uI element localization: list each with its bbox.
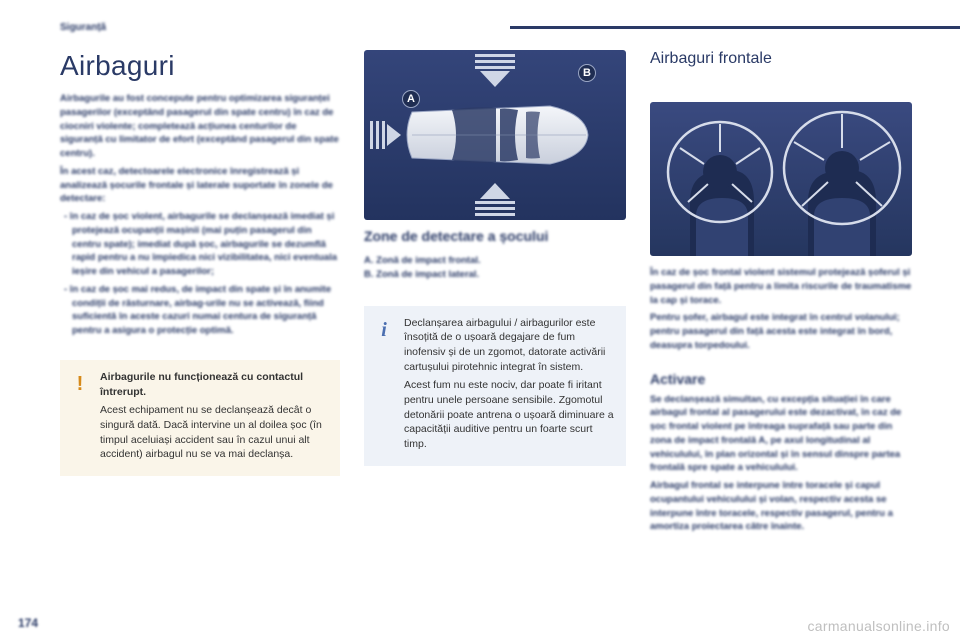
impact-zone-diagram: A B [364, 50, 626, 220]
frontal-body: În caz de șoc frontal violent sistemul p… [650, 266, 912, 357]
column-left: Airbaguri Airbagurile au fost concepute … [60, 50, 340, 624]
frontal-airbag-diagram [650, 102, 912, 256]
activate-p: Airbagul frontal se interpune între tora… [650, 479, 912, 534]
info-p2: Acest fum nu este nociv, dar poate fi ir… [404, 378, 614, 451]
intro-bullet: - în caz de șoc violent, airbagurile se … [60, 210, 340, 279]
car-top-view-icon [400, 98, 590, 172]
frontal-p: Pentru șofer, airbagul este integrat în … [650, 311, 912, 352]
content-grid: Airbaguri Airbagurile au fost concepute … [60, 50, 926, 624]
section-label: Siguranță [60, 22, 106, 33]
info-icon: i [374, 316, 394, 456]
arrow-bottom-icon [475, 183, 515, 216]
page-title: Airbaguri [60, 50, 340, 82]
column-middle: A B Zone de detectare a șocului A. Zonă … [364, 50, 626, 624]
legend-item: A. Zonă de impact frontal. [364, 254, 626, 268]
legend-item: B. Zonă de impact lateral. [364, 268, 626, 282]
passenger-airbag-icon [782, 106, 902, 256]
badge-a: A [402, 90, 420, 108]
warning-text: Acest echipament nu se declanșează decât… [100, 403, 328, 462]
footer-watermark: carmanualsonline.info [808, 618, 951, 634]
header-rule [510, 26, 960, 29]
warning-strong: Airbagurile nu funcționează cu contactul… [100, 371, 303, 398]
info-p1: Declanșarea airbagului / airbagurilor es… [404, 316, 614, 375]
diagram-caption: Zone de detectare a șocului [364, 228, 626, 244]
frontal-p: În caz de șoc frontal violent sistemul p… [650, 266, 912, 307]
intro-p: În acest caz, detectoarele electronice î… [60, 165, 340, 206]
intro-bullet: - în caz de șoc mai redus, de impact din… [60, 283, 340, 338]
arrow-top-icon [475, 54, 515, 87]
warning-body: Airbagurile nu funcționează cu contactul… [100, 370, 328, 466]
diagram-legend: A. Zonă de impact frontal. B. Zonă de im… [364, 254, 626, 282]
frontal-heading: Airbaguri frontale [650, 50, 912, 68]
column-right: Airbaguri frontale [650, 50, 912, 624]
info-body: Declanșarea airbagului / airbagurilor es… [404, 316, 614, 456]
warning-callout: ! Airbagurile nu funcționează cu contact… [60, 360, 340, 476]
intro-p: Airbagurile au fost concepute pentru opt… [60, 92, 340, 161]
activate-body: Se declanșează simultan, cu excepția sit… [650, 393, 912, 539]
activate-heading: Activare [650, 371, 912, 387]
manual-page: Siguranță Airbaguri Airbagurile au fost … [0, 0, 960, 640]
badge-b: B [578, 64, 596, 82]
page-number: 174 [18, 616, 38, 630]
driver-airbag-icon [660, 106, 780, 256]
intro-text: Airbagurile au fost concepute pentru opt… [60, 92, 340, 342]
activate-p: Se declanșează simultan, cu excepția sit… [650, 393, 912, 476]
warning-icon: ! [70, 370, 90, 466]
info-callout: i Declanșarea airbagului / airbagurilor … [364, 306, 626, 466]
